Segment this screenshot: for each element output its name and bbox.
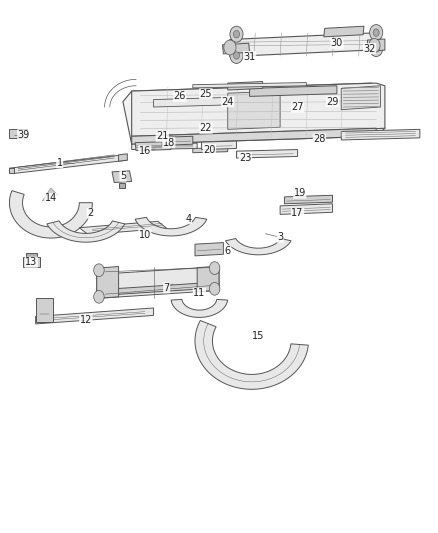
Polygon shape — [237, 150, 297, 158]
Circle shape — [233, 52, 240, 59]
Polygon shape — [97, 266, 119, 298]
Text: 12: 12 — [80, 314, 92, 325]
Polygon shape — [285, 195, 332, 204]
Polygon shape — [119, 154, 127, 161]
Polygon shape — [341, 86, 381, 110]
Polygon shape — [228, 82, 263, 90]
Polygon shape — [10, 191, 92, 238]
Circle shape — [94, 264, 104, 277]
Polygon shape — [112, 171, 132, 182]
Text: 7: 7 — [163, 283, 170, 293]
Text: 23: 23 — [239, 152, 251, 163]
Circle shape — [370, 41, 383, 56]
Circle shape — [224, 40, 236, 55]
Polygon shape — [341, 130, 420, 140]
Polygon shape — [119, 182, 125, 188]
Polygon shape — [10, 130, 27, 138]
Polygon shape — [47, 221, 125, 242]
Polygon shape — [195, 320, 308, 389]
Text: 31: 31 — [244, 52, 256, 61]
Text: 4: 4 — [185, 214, 191, 224]
Polygon shape — [97, 282, 219, 296]
Text: 1: 1 — [57, 158, 63, 168]
Text: 10: 10 — [139, 230, 151, 240]
Text: 26: 26 — [173, 91, 186, 101]
Polygon shape — [171, 300, 228, 317]
Polygon shape — [23, 257, 40, 266]
Circle shape — [230, 47, 243, 63]
Circle shape — [373, 45, 379, 52]
Polygon shape — [193, 83, 306, 88]
Text: 11: 11 — [193, 288, 205, 298]
Text: 5: 5 — [120, 171, 126, 181]
Polygon shape — [135, 217, 207, 236]
Text: 28: 28 — [313, 134, 325, 144]
Text: 17: 17 — [291, 208, 304, 219]
Text: 22: 22 — [200, 123, 212, 133]
Circle shape — [230, 26, 243, 42]
Polygon shape — [367, 39, 385, 51]
Text: 6: 6 — [225, 246, 231, 255]
Polygon shape — [193, 148, 228, 153]
Text: 32: 32 — [364, 44, 376, 53]
Circle shape — [209, 262, 220, 274]
Text: 2: 2 — [87, 208, 93, 219]
Text: 24: 24 — [222, 96, 234, 107]
Text: 27: 27 — [291, 102, 304, 112]
Circle shape — [209, 282, 220, 295]
Circle shape — [373, 29, 379, 36]
Polygon shape — [42, 188, 57, 201]
Text: 13: 13 — [25, 257, 37, 267]
Circle shape — [233, 30, 240, 38]
Text: 18: 18 — [162, 138, 175, 148]
Polygon shape — [132, 128, 376, 144]
Polygon shape — [123, 83, 385, 144]
Text: 30: 30 — [331, 38, 343, 48]
Polygon shape — [35, 298, 53, 322]
Polygon shape — [201, 141, 237, 150]
Polygon shape — [280, 204, 332, 214]
Text: 3: 3 — [277, 232, 283, 243]
Polygon shape — [135, 142, 171, 151]
Polygon shape — [324, 26, 364, 37]
Polygon shape — [26, 253, 37, 257]
Polygon shape — [162, 136, 193, 146]
Polygon shape — [223, 43, 250, 54]
Text: 39: 39 — [18, 130, 30, 140]
Polygon shape — [97, 266, 219, 298]
Polygon shape — [132, 143, 197, 150]
Text: 29: 29 — [326, 96, 339, 107]
Polygon shape — [35, 308, 153, 324]
Text: 14: 14 — [45, 193, 57, 204]
Text: 15: 15 — [252, 330, 265, 341]
Polygon shape — [226, 239, 291, 255]
Polygon shape — [10, 155, 127, 173]
Polygon shape — [195, 243, 223, 256]
Circle shape — [369, 38, 380, 52]
Polygon shape — [250, 86, 337, 96]
Text: 16: 16 — [139, 146, 151, 156]
Polygon shape — [10, 168, 14, 173]
Polygon shape — [153, 98, 228, 107]
Polygon shape — [228, 91, 280, 130]
Text: 21: 21 — [156, 131, 169, 141]
Text: 25: 25 — [200, 88, 212, 99]
Circle shape — [370, 25, 383, 41]
Text: 20: 20 — [203, 144, 215, 155]
Text: 19: 19 — [293, 188, 306, 198]
Polygon shape — [132, 83, 385, 136]
Polygon shape — [79, 221, 166, 235]
Polygon shape — [197, 266, 219, 292]
Polygon shape — [230, 33, 381, 56]
Circle shape — [94, 290, 104, 303]
